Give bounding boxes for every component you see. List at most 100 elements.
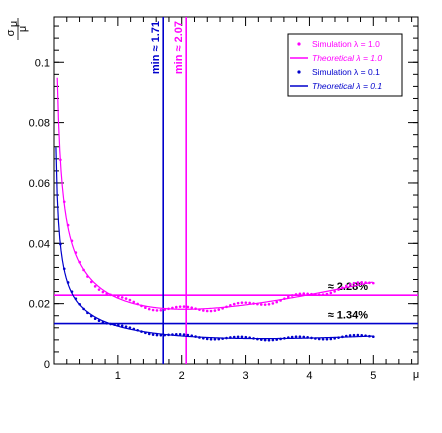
simulation-point (321, 293, 325, 296)
simulation-point (240, 335, 244, 339)
simulation-point (236, 301, 240, 305)
simulation-point (117, 295, 120, 298)
y-axis-label: σ μ μ (5, 18, 29, 40)
simulation-point (151, 333, 155, 336)
legend-marker (297, 42, 301, 46)
simulation-point (333, 290, 336, 293)
y-axis-label-subscript: μ (8, 21, 20, 27)
simulation-point (182, 333, 186, 336)
simulation-point (93, 285, 97, 288)
simulation-point (325, 337, 329, 341)
vertical-min-label: min ≈ 1.71 (150, 21, 162, 74)
simulation-point (186, 333, 190, 337)
simulation-point (298, 335, 302, 338)
simulation-point (205, 337, 209, 341)
simulation-point (178, 305, 182, 308)
simulation-point (155, 333, 159, 337)
simulation-point (217, 308, 221, 311)
simulation-point (151, 308, 155, 312)
simulation-point (360, 281, 364, 284)
y-axis-ticks: 0 0.02 0.04 0.06 0.08 0.1 (29, 25, 418, 371)
simulation-point (120, 296, 124, 299)
vertical-min-label: min ≈ 2.07 (173, 21, 185, 74)
simulation-point (128, 298, 132, 302)
simulation-point (174, 305, 178, 309)
simulation-point (263, 338, 267, 342)
simulation-point (352, 281, 356, 285)
simulation-point (259, 303, 263, 306)
simulation-point (244, 335, 248, 339)
simulation-point (209, 309, 213, 313)
legend-label: Simulation λ = 0.1 (312, 67, 380, 77)
simulation-point (356, 281, 360, 284)
simulation-point (287, 295, 290, 299)
x-tick-label: 3 (243, 370, 249, 382)
simulation-point (248, 301, 251, 305)
legend-marker (297, 70, 301, 74)
simulation-point (178, 332, 182, 336)
theoretical-curve (55, 147, 373, 340)
simulation-point (182, 305, 186, 308)
theoretical-curve (56, 77, 373, 310)
simulation-point (144, 306, 147, 309)
simulation-point (267, 338, 271, 342)
y-tick-label: 0.02 (29, 299, 50, 311)
simulation-point (271, 302, 275, 305)
simulation-point (128, 326, 132, 329)
y-axis-label-denominator: μ (17, 26, 29, 32)
y-tick-label: 0.1 (35, 57, 50, 69)
vertical-min-lines: min ≈ 1.71 min ≈ 2.07 (150, 17, 187, 364)
x-tick-label: 5 (370, 370, 376, 382)
simulation-point (352, 333, 356, 337)
simulation-point (263, 303, 267, 306)
simulation-point (205, 309, 209, 313)
y-tick-label: 0 (44, 359, 50, 371)
simulation-point (298, 292, 302, 296)
series-layer (55, 77, 375, 342)
plot-frame (53, 16, 419, 365)
simulation-point (329, 291, 333, 295)
legend-label: Simulation λ = 1.0 (312, 39, 380, 49)
x-tick-label: 2 (179, 370, 185, 382)
simulation-point (213, 309, 217, 312)
simulation-point (348, 334, 352, 337)
x-axis-label: μ (413, 369, 419, 381)
horizontal-reference-lines: ≈ 2.28%≈ 1.34% (54, 281, 418, 325)
y-tick-label: 0.06 (29, 178, 50, 190)
simulation-point (209, 337, 213, 341)
simulation-point (124, 297, 128, 300)
simulation-point (89, 280, 93, 284)
simulation-point (97, 288, 101, 291)
x-axis-ticks: 1 2 3 4 5 (66, 17, 413, 382)
legend: Simulation λ = 1.0 Theoretical λ = 1.0 Sim… (287, 33, 403, 97)
legend-label: Theoretical λ = 0.1 (312, 81, 382, 91)
simulation-point (290, 335, 294, 339)
simulation-point (159, 308, 163, 312)
simulation-point (155, 309, 159, 312)
simulation-point (302, 292, 306, 295)
simulation-point (294, 293, 298, 296)
simulation-point (190, 306, 194, 309)
simulation-point (132, 300, 136, 304)
simulation-point (232, 335, 236, 339)
x-tick-label: 4 (306, 370, 312, 382)
y-tick-label: 0.08 (29, 118, 50, 130)
simulation-point (120, 324, 124, 328)
simulation-point (344, 284, 348, 288)
x-tick-label: 1 (115, 370, 121, 382)
simulation-point (124, 325, 128, 328)
y-tick-label: 0.04 (29, 238, 50, 250)
simulation-point (244, 301, 248, 304)
simulation-point (290, 294, 294, 297)
simulation-point (329, 337, 333, 341)
simulation-point (271, 338, 275, 342)
simulation-point (317, 293, 321, 297)
simulation-point (302, 335, 306, 339)
y-axis-label-numerator: σ (5, 29, 17, 36)
simulation-point (240, 301, 244, 304)
simulation-point (325, 292, 329, 296)
simulation-point (213, 338, 217, 341)
simulation-point (356, 333, 360, 337)
simulation-point (147, 332, 151, 336)
